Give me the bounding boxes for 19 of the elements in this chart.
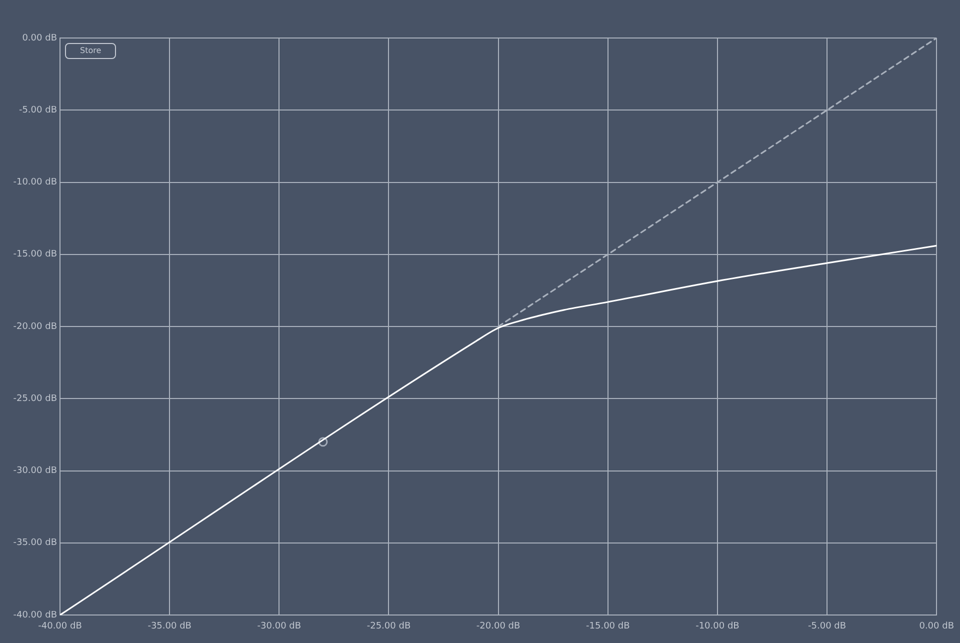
x-tick-label: -40.00 dB bbox=[38, 622, 82, 632]
y-tick-label: -25.00 dB bbox=[13, 394, 57, 404]
y-tick-label: 0.00 dB bbox=[22, 33, 57, 44]
y-tick-label: -35.00 dB bbox=[13, 538, 57, 548]
x-tick-label: -15.00 dB bbox=[586, 622, 630, 632]
x-tick-label: -5.00 dB bbox=[808, 622, 846, 632]
x-tick-label: -35.00 dB bbox=[148, 622, 192, 632]
y-tick-label: -30.00 dB bbox=[13, 466, 57, 476]
x-tick-label: -20.00 dB bbox=[476, 622, 520, 632]
x-tick-label: -25.00 dB bbox=[366, 622, 411, 632]
x-tick-label: -10.00 dB bbox=[696, 622, 740, 632]
y-tick-label: -15.00 dB bbox=[13, 250, 57, 260]
y-tick-label: -20.00 dB bbox=[13, 322, 57, 332]
y-tick-label: -40.00 dB bbox=[13, 610, 57, 620]
x-tick-label: 0.00 dB bbox=[919, 622, 954, 632]
x-tick-label: -30.00 dB bbox=[257, 622, 302, 632]
y-tick-label: -5.00 dB bbox=[18, 105, 57, 116]
y-tick-label: -10.00 dB bbox=[13, 178, 57, 188]
annotation: Store bbox=[65, 43, 116, 59]
